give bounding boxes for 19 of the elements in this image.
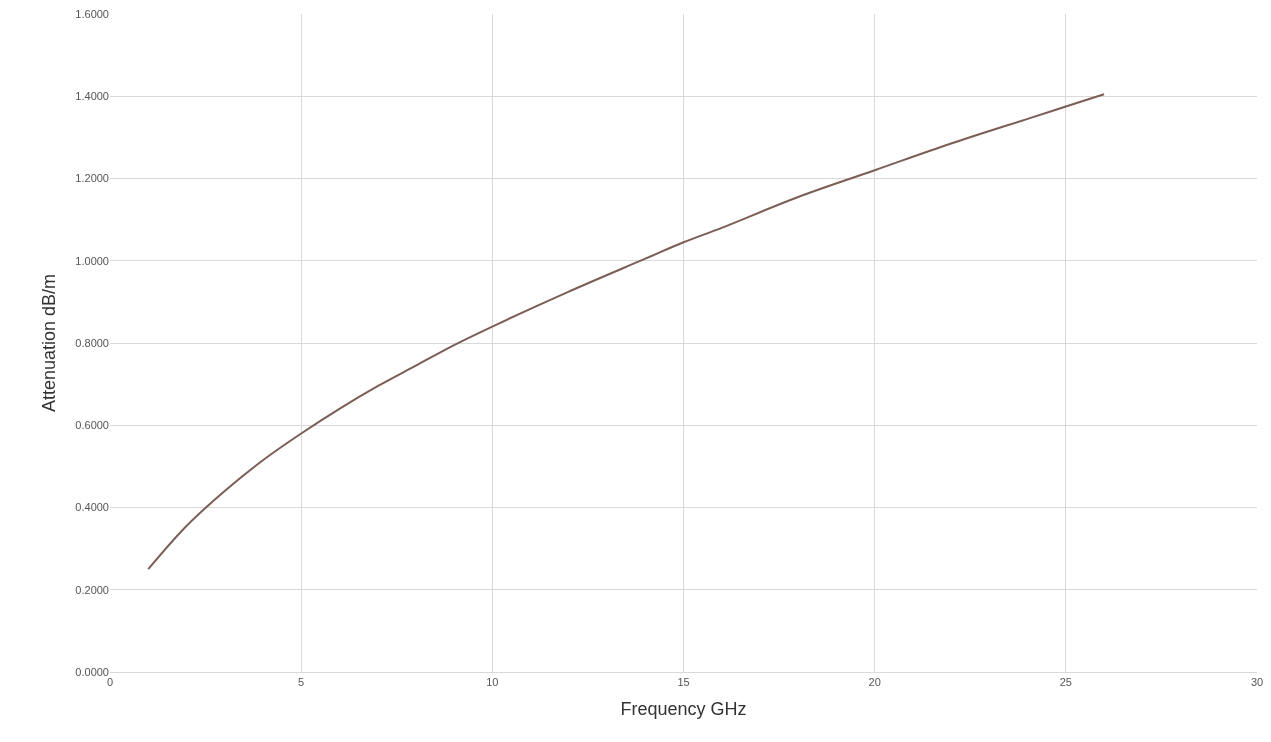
y-tick-label: 0.6000 [75, 419, 109, 432]
y-tick-label: 0.2000 [75, 583, 109, 596]
line-series [147, 93, 1106, 571]
x-tick-label: 10 [486, 676, 499, 689]
y-tick-label: 1.4000 [75, 90, 109, 103]
x-axis-title: Frequency GHz [620, 699, 747, 720]
y-tick-label: 0.0000 [75, 665, 109, 678]
y-tick-label: 1.2000 [75, 172, 109, 185]
x-tick-label: 30 [1250, 676, 1264, 689]
y-tick-label: 0.8000 [75, 336, 109, 349]
x-tick-label: 20 [868, 676, 881, 689]
y-axis-title: Attenuation dB/m [38, 273, 59, 413]
x-tick-label: 5 [298, 676, 305, 689]
y-tick-label: 0.4000 [75, 501, 109, 514]
y-tick-label: 1.0000 [75, 254, 109, 267]
x-tick-label: 15 [677, 676, 690, 689]
x-tick-label: 0 [106, 676, 114, 689]
y-tick-label: 1.6000 [75, 7, 109, 20]
x-tick-label: 25 [1059, 676, 1072, 689]
